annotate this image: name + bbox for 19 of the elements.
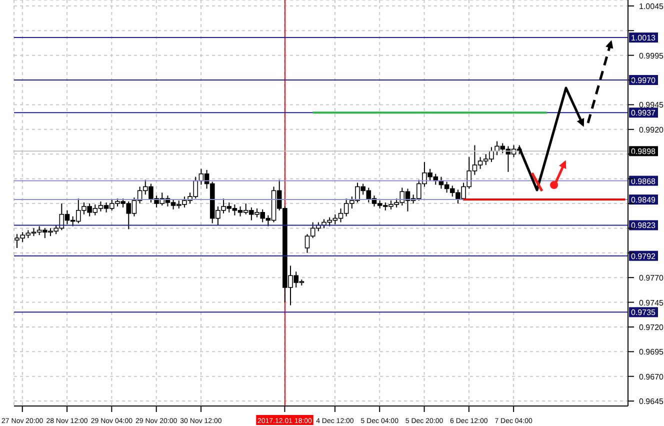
y-tick-label: 0.9695 — [639, 348, 664, 357]
ref-line-label: 0.9735 — [631, 308, 656, 318]
y-tick-label: 0.9645 — [639, 397, 664, 406]
y-tick-label: 0.9670 — [639, 372, 664, 382]
y-tick-label: 0.9995 — [639, 51, 664, 60]
ref-line-label: 0.9898 — [631, 147, 656, 156]
y-tick-label: 0.9945 — [639, 100, 664, 110]
ref-line-label: 0.9792 — [631, 252, 656, 261]
ref-line-label: 0.9849 — [631, 196, 656, 205]
ref-line-label: 0.9937 — [631, 108, 656, 118]
y-tick-label: 0.9770 — [639, 274, 664, 283]
ref-line-label: 0.9823 — [631, 221, 656, 230]
ref-line-label: 0.9970 — [631, 76, 656, 86]
y-tick-label: 0.9745 — [639, 298, 664, 308]
y-tick-label: 1.0045 — [639, 2, 664, 11]
y-tick-label: 0.9920 — [639, 125, 664, 134]
y-tick-label: 0.9720 — [639, 322, 664, 332]
ref-line-label: 1.0013 — [631, 34, 656, 43]
ref-line-label: 0.9868 — [631, 176, 656, 186]
